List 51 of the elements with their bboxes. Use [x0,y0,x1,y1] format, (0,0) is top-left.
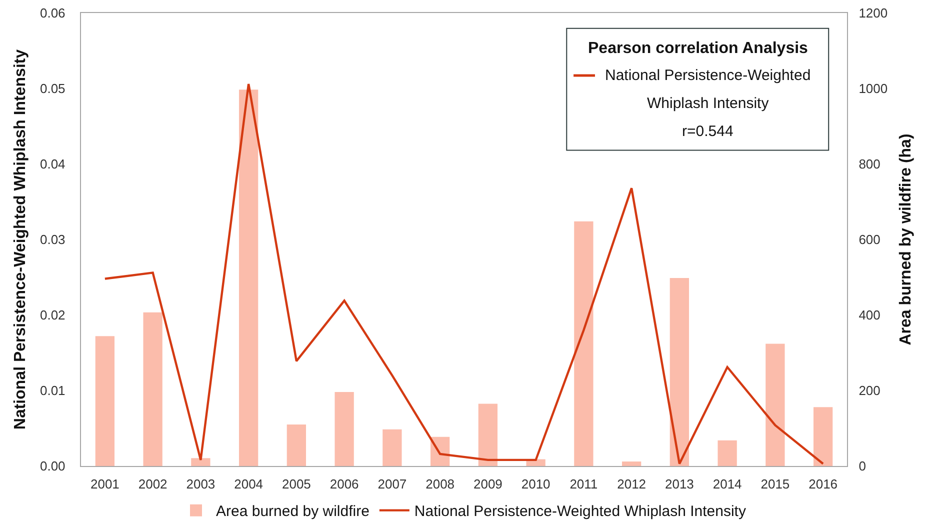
y2-tick-label: 400 [858,308,880,323]
x-tick-label: 2009 [473,476,502,492]
y-tick-label: 0.01 [40,383,66,398]
x-tick-label: 2015 [760,476,790,492]
bar [191,458,210,466]
x-tick-label: 2001 [90,476,120,492]
x-tick-label: 2004 [234,476,264,492]
bar [813,407,833,466]
x-tick-label: 2012 [617,476,646,492]
line-series [104,82,824,465]
y-tick-label: 0.03 [40,232,66,248]
y-tick-label: 0.05 [40,81,66,96]
bar [95,336,115,466]
bar [766,344,785,466]
bar [286,424,306,466]
x-tick-label: 2007 [378,476,407,492]
bar [478,404,498,466]
y2-tick-label: 1000 [858,81,888,96]
y2-tick-label: 600 [858,232,880,248]
bar [334,392,354,466]
x-tick-label: 2002 [138,476,168,492]
x-tick-label: 2016 [808,476,838,492]
y-tick-label: 0.00 [40,458,66,474]
y-tick-label: 0.06 [40,6,66,21]
x-tick-label: 2008 [426,476,455,492]
bar [718,440,737,466]
y-axis-title: National Persistence-Weighted Whiplash Intensity [12,49,29,430]
x-tick-label: 2010 [521,476,550,492]
y2-tick-label: 1200 [858,6,888,21]
bar [382,429,402,466]
y-tick-label: 0.02 [40,308,66,323]
y2-tick-label: 200 [858,383,880,398]
text: National Persistence-Weighted Whiplash Intensity [414,503,746,520]
annotation: Pearson correlation Analysis [588,40,808,57]
bar [622,461,642,466]
y2-tick-label: 0 [858,458,866,474]
bar [238,90,258,466]
x-tick-label: 2006 [330,476,359,492]
annotation: r=0.544 [682,123,734,140]
bar [574,221,594,466]
bar [670,278,690,466]
bar [143,312,162,466]
x-tick-label: 2003 [186,476,216,492]
x-tick-label: 2005 [282,476,311,492]
x-tick-label: 2014 [712,476,742,492]
y2-axis-title: Area burned by wildfire (ha) [897,134,914,346]
legend-label: Area burned by wildfire [216,503,370,520]
y-tick-label: 0.04 [40,156,66,172]
x-tick-label: 2011 [570,476,598,492]
x-tick-label: 2013 [664,476,694,492]
y2-tick-label: 800 [858,156,880,172]
